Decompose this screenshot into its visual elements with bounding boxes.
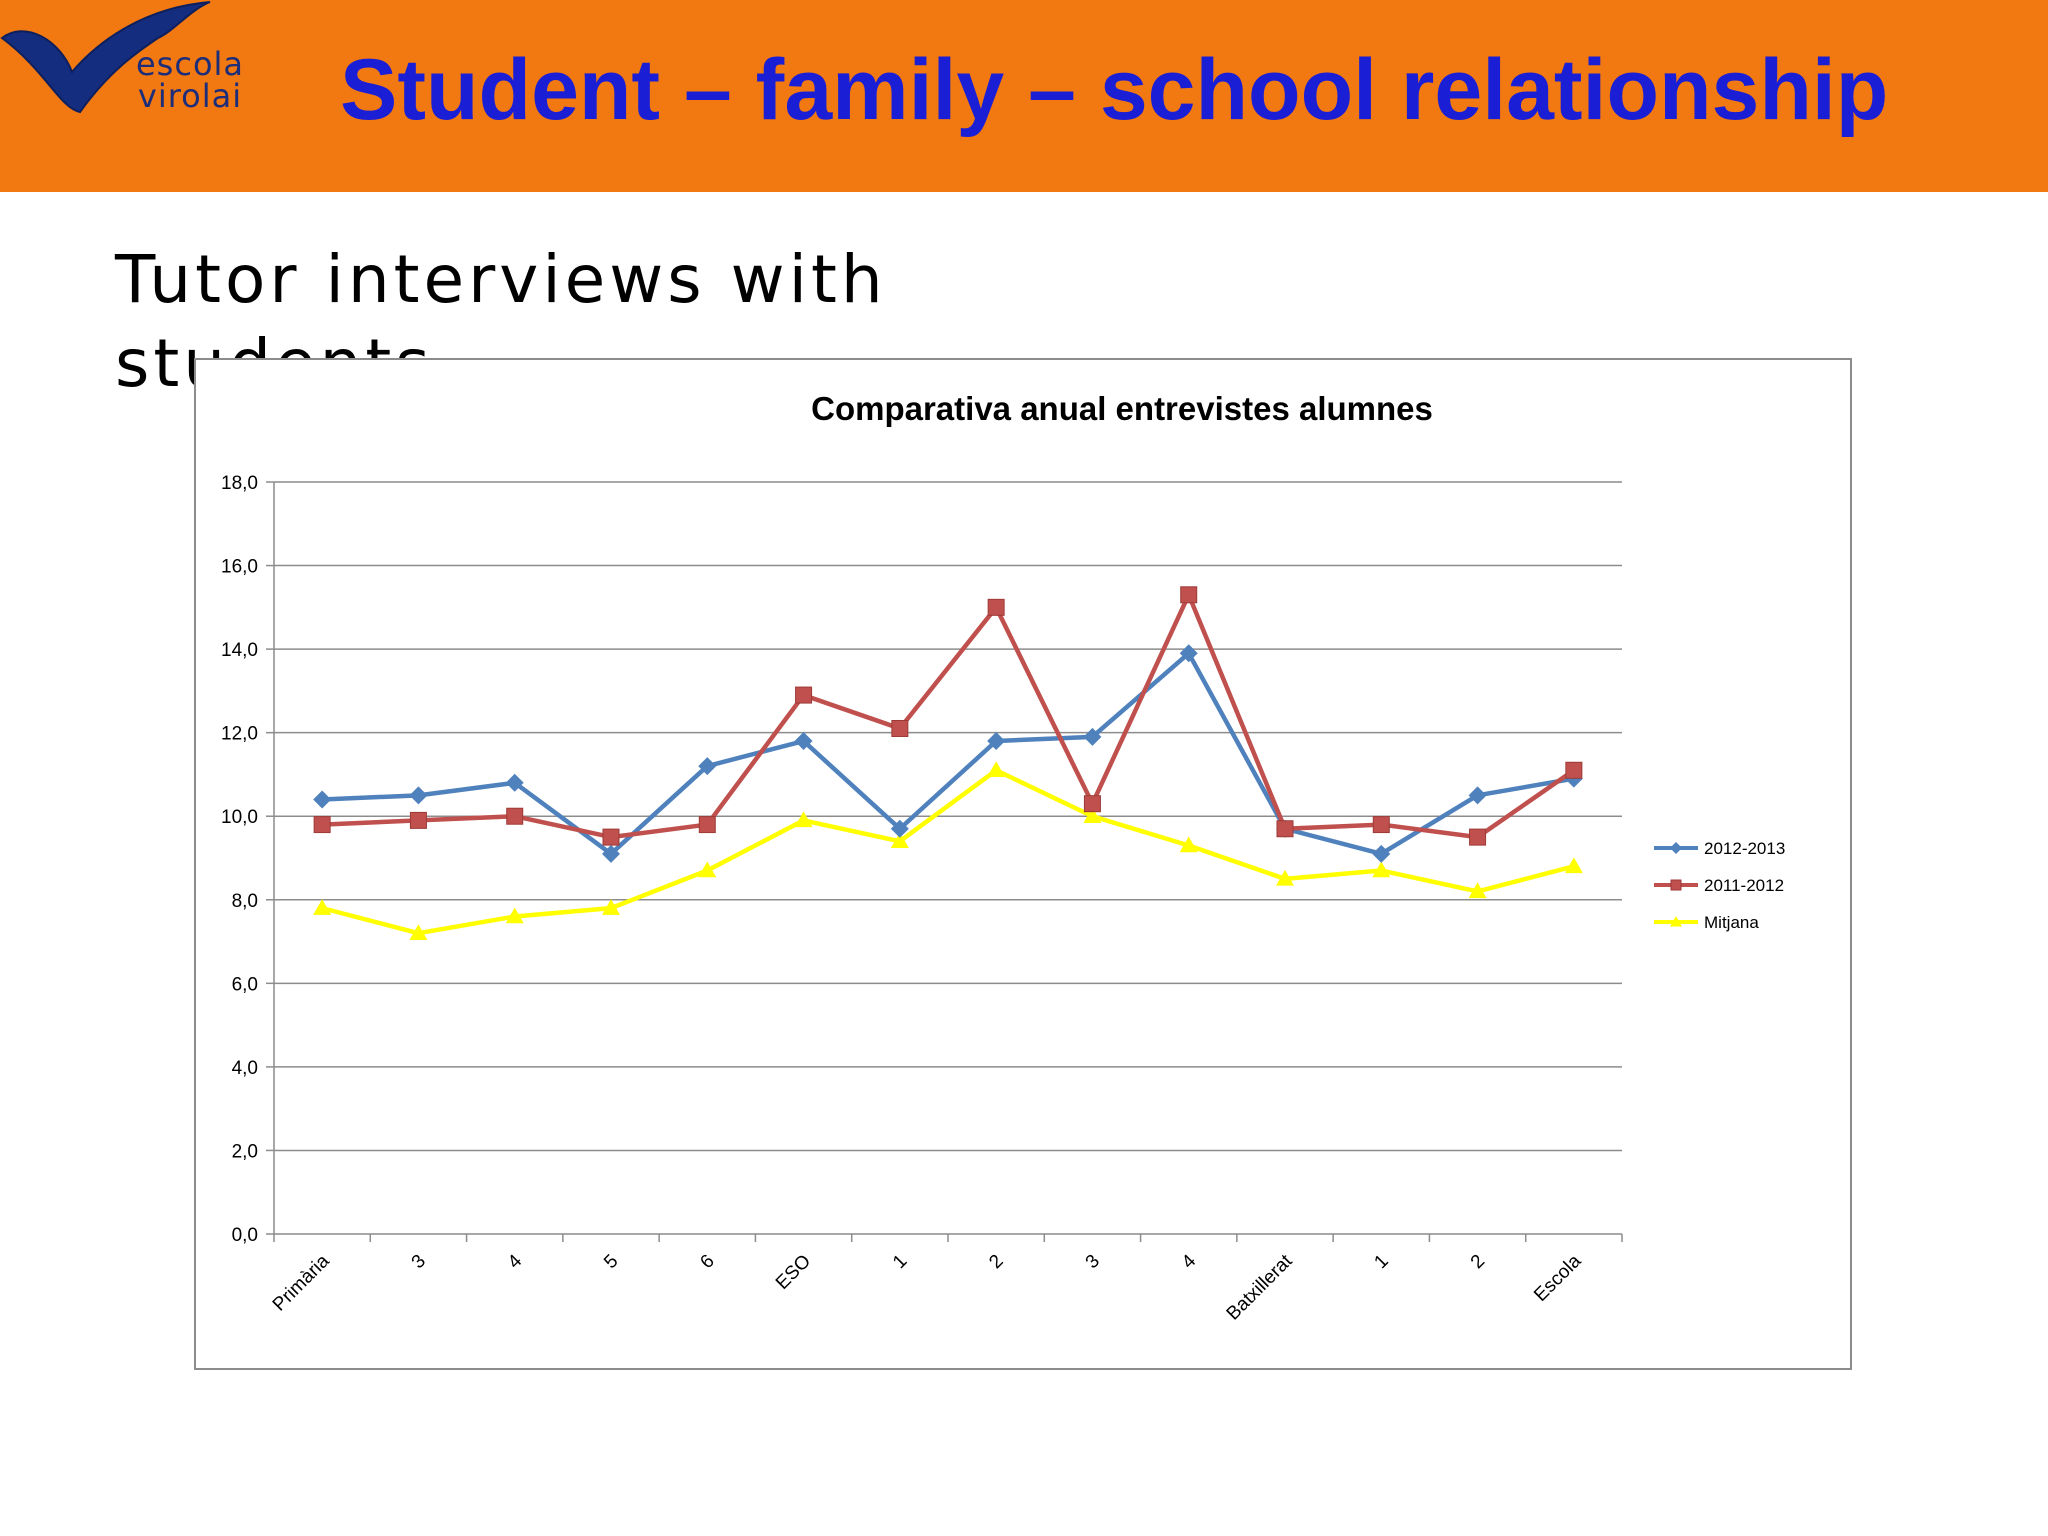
x-tick-label: Escola xyxy=(1530,1250,1585,1305)
data-point-diamond xyxy=(313,790,332,809)
gridlines xyxy=(274,481,1622,1152)
x-tick-label: 2 xyxy=(985,1251,1007,1273)
legend-label: 2011-2012 xyxy=(1704,876,1784,895)
series xyxy=(313,586,1583,940)
series-Mitjana xyxy=(313,761,1583,940)
x-tick-label: 1 xyxy=(889,1251,911,1273)
slide-header: escola virolai Student – family – school… xyxy=(0,0,2048,192)
series-line xyxy=(321,768,1575,936)
y-tick-label: 16,0 xyxy=(221,557,258,578)
y-tick-label: 0,0 xyxy=(232,1225,258,1246)
x-tick-label: ESO xyxy=(772,1251,815,1294)
data-point-triangle xyxy=(1179,836,1198,853)
data-point-square xyxy=(795,686,813,704)
legend-entry: 2011-2012 xyxy=(1654,876,1784,895)
chart-title: Comparativa anual entrevistes alumnes xyxy=(811,390,1433,427)
y-tick-label: 12,0 xyxy=(221,724,258,745)
data-point-diamond xyxy=(987,732,1006,751)
x-tick-label: 6 xyxy=(696,1251,718,1273)
legend-label: 2012-2013 xyxy=(1704,839,1785,858)
data-point-triangle xyxy=(987,761,1006,778)
data-point-square xyxy=(1670,879,1682,891)
y-tick-label: 14,0 xyxy=(221,640,258,661)
data-point-square xyxy=(1276,820,1294,838)
legend-label: Mitjana xyxy=(1704,913,1759,932)
data-point-diamond xyxy=(1670,842,1682,854)
data-point-triangle xyxy=(1372,861,1391,878)
data-point-triangle xyxy=(1670,916,1682,927)
data-point-diamond xyxy=(505,773,524,792)
data-point-square xyxy=(409,811,427,829)
data-point-triangle xyxy=(794,811,813,828)
data-point-diamond xyxy=(409,786,428,805)
data-point-square xyxy=(1372,816,1390,834)
page-title: Student – family – school relationship xyxy=(340,42,1889,138)
y-tick-label: 8,0 xyxy=(232,891,258,912)
data-point-triangle xyxy=(1276,869,1294,886)
data-point-square xyxy=(506,807,524,825)
data-point-square xyxy=(602,828,620,846)
y-tick-label: 6,0 xyxy=(232,974,258,995)
y-tick-label: 10,0 xyxy=(221,807,258,828)
data-point-square xyxy=(698,816,716,834)
data-point-diamond xyxy=(1468,786,1487,805)
series-line xyxy=(322,651,1575,857)
data-point-square xyxy=(987,598,1005,616)
axes: 0,0 2,0 4,0 6,0 8,0 10,0 12,0 14,0 16,0 18,0 Primà… xyxy=(221,473,1623,1325)
data-point-triangle xyxy=(1468,882,1487,899)
checkmark-logo-icon xyxy=(0,1,211,114)
legend-entry: Mitjana xyxy=(1654,913,1759,932)
legend-entry: 2012-2013 xyxy=(1654,839,1785,858)
x-tick-label: 2 xyxy=(1467,1251,1489,1273)
data-point-triangle xyxy=(698,861,717,878)
data-point-square xyxy=(891,719,909,737)
chart-canvas: Comparativa anual entrevistes alumnes 0,… xyxy=(221,390,1785,1325)
data-point-square xyxy=(313,816,331,834)
data-point-triangle xyxy=(313,899,332,915)
escola-virolai-logo: escola virolai xyxy=(0,0,250,120)
slide-subtitle: Tutor interviews with students xyxy=(115,241,887,402)
data-point-diamond xyxy=(794,732,813,751)
series-2012-2013 xyxy=(313,644,1583,863)
data-point-triangle xyxy=(505,907,524,924)
data-point-diamond xyxy=(698,757,717,776)
data-point-square xyxy=(1565,761,1583,779)
x-tick-label: Primària xyxy=(269,1250,334,1315)
logo-text-line1: escola xyxy=(135,45,245,83)
data-point-square xyxy=(1469,828,1487,846)
data-point-triangle xyxy=(409,924,428,940)
data-point-diamond xyxy=(1179,644,1198,663)
data-point-triangle xyxy=(1083,807,1102,823)
data-point-triangle xyxy=(890,832,909,849)
data-point-diamond xyxy=(890,819,909,838)
data-point-square xyxy=(1083,795,1101,813)
data-point-diamond xyxy=(1083,727,1102,746)
series-line xyxy=(322,592,1576,840)
x-tick-label: 1 xyxy=(1370,1251,1392,1273)
data-point-diamond xyxy=(602,844,620,863)
x-tick-label: 4 xyxy=(504,1250,527,1273)
y-tick-label: 2,0 xyxy=(232,1141,258,1162)
y-tick-label: 4,0 xyxy=(232,1058,258,1079)
logo-text-line2: virolai xyxy=(137,77,243,115)
x-tick-label: 3 xyxy=(1082,1251,1104,1273)
x-tick-label: 5 xyxy=(600,1251,622,1273)
x-tick-label: 3 xyxy=(408,1251,430,1273)
legend: 2012-2013 2011-2012 Mitjana xyxy=(1654,839,1785,932)
data-point-triangle xyxy=(602,899,620,915)
line-chart: Comparativa anual entrevistes alumnes 0,… xyxy=(194,358,1852,1370)
data-point-diamond xyxy=(1372,844,1391,863)
x-tick-label: Batxillerat xyxy=(1223,1250,1297,1324)
x-tick-label: 4 xyxy=(1178,1250,1201,1273)
data-point-square xyxy=(1180,586,1198,604)
y-tick-label: 18,0 xyxy=(221,473,258,494)
series-2011-2012 xyxy=(313,586,1583,846)
data-point-triangle xyxy=(1564,857,1583,874)
